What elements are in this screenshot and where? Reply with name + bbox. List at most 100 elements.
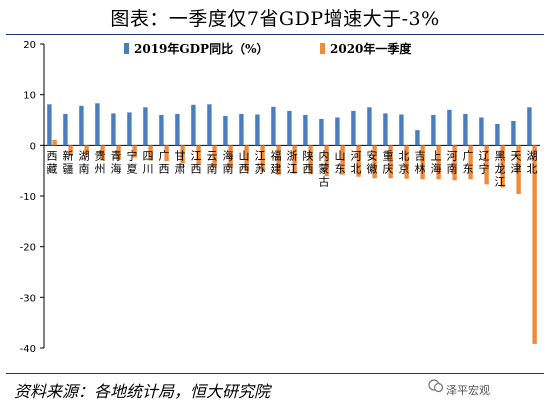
y-tick-label: -10 (20, 192, 36, 203)
category-label: 内蒙古 (319, 148, 330, 188)
category-label: 江苏 (255, 149, 266, 175)
bar-2019-15 (287, 110, 292, 146)
bar-2020q1-1 (68, 145, 73, 156)
category-label: 吉林 (415, 149, 426, 175)
legend-swatch-0 (124, 43, 129, 54)
bar-2020q1-16 (308, 145, 313, 175)
bar-2019-4 (111, 113, 116, 146)
bar-2019-14 (271, 106, 276, 146)
bar-2019-8 (175, 113, 180, 146)
category-label: 辽宁 (479, 149, 490, 175)
bar-2020q1-27 (484, 145, 489, 185)
bar-2020q1-3 (100, 145, 105, 161)
bar-2020q1-12 (244, 145, 249, 172)
source-note: 资料来源：各地统计局，恒大研究院 (14, 382, 271, 401)
bar-2019-17 (319, 118, 324, 146)
y-tick-label: 0 (30, 141, 36, 152)
bar-2019-21 (383, 113, 388, 146)
bar-2019-5 (127, 112, 132, 146)
bar-2020q1-8 (180, 145, 185, 164)
category-label: 海南 (223, 148, 234, 175)
bar-2020q1-19 (356, 145, 361, 177)
bar-2019-13 (255, 114, 260, 146)
y-tick-label: -30 (20, 293, 36, 304)
bar-2019-30 (527, 107, 532, 146)
bar-2019-25 (447, 109, 452, 146)
bar-2020q1-28 (500, 145, 505, 188)
bar-chart: 20 10 0 -10 -20 -30 -40 西藏新疆湖南贵州青海宁夏四川广西甘肃江西云南… (20, 40, 540, 355)
category-label: 广西 (159, 149, 170, 175)
legend-swatch-1 (320, 43, 325, 54)
bar-2019-3 (95, 103, 100, 146)
y-tick-label: -40 (20, 344, 36, 355)
category-label: 陕西 (303, 148, 314, 175)
bar-2019-18 (335, 117, 340, 146)
category-label: 上海 (431, 149, 442, 175)
bar-2020q1-20 (372, 145, 377, 179)
category-label: 山西 (239, 149, 250, 175)
bar-2019-28 (495, 124, 500, 146)
category-label: 广东 (463, 149, 474, 175)
bar-2019-2 (79, 105, 84, 146)
bar-2020q1-21 (388, 145, 393, 179)
bar-2020q1-4 (116, 145, 121, 161)
bar-2020q1-22 (404, 145, 409, 179)
bar-2019-16 (303, 114, 308, 146)
bar-2019-10 (207, 104, 212, 146)
bar-2019-1 (63, 113, 68, 146)
category-label: 湖南 (79, 149, 90, 175)
bar-2019-7 (159, 114, 164, 146)
bar-2019-12 (239, 113, 244, 146)
category-label: 浙江 (287, 149, 298, 175)
bar-2019-0 (47, 104, 52, 146)
category-label: 安徽 (367, 148, 378, 175)
source-divider (6, 373, 544, 374)
legend-label-1: 2020年一季度 (330, 41, 412, 56)
bar-2019-26 (463, 113, 468, 146)
bar-2020q1-30 (532, 145, 537, 344)
category-label: 青海 (111, 149, 122, 175)
bar-2020q1-29 (516, 145, 521, 194)
category-label: 重庆 (383, 148, 394, 175)
category-label: 江西 (191, 149, 202, 175)
category-label: 贵州 (95, 149, 106, 175)
category-label: 黑龙江 (495, 149, 506, 188)
bar-2019-20 (367, 107, 372, 146)
bar-2019-22 (399, 114, 404, 146)
legend: 2019年GDP同比（%） 2020年一季度 (124, 41, 412, 56)
bar-2019-11 (223, 115, 228, 146)
category-label: 天津 (511, 149, 522, 175)
bar-2020q1-6 (148, 145, 153, 161)
category-label: 宁夏 (127, 148, 138, 175)
title-divider (6, 34, 544, 35)
y-tick-label: -20 (20, 243, 36, 254)
category-label: 北京 (399, 149, 410, 175)
bar-2020q1-24 (436, 145, 441, 180)
bar-2019-24 (431, 114, 436, 146)
bar-2020q1-9 (196, 145, 201, 165)
bar-2020q1-13 (260, 145, 265, 172)
category-label: 河南 (447, 149, 458, 175)
bar-2020q1-11 (228, 145, 233, 169)
bar-2019-23 (415, 130, 420, 146)
category-label: 四川 (143, 149, 154, 175)
bar-2020q1-25 (452, 145, 457, 181)
category-label: 湖北 (527, 149, 538, 175)
wechat-icon (428, 379, 444, 393)
bar-2020q1-23 (420, 145, 425, 180)
bars (47, 103, 537, 344)
bar-2020q1-17 (324, 145, 329, 177)
y-tick-label: 10 (23, 91, 36, 102)
bar-2020q1-5 (132, 145, 137, 158)
chart-title: 图表：一季度仅7省GDP增速大于-3% (110, 8, 440, 30)
category-label: 西藏 (47, 149, 58, 175)
category-label: 福建 (271, 148, 282, 175)
bar-2019-9 (191, 104, 196, 146)
bar-2020q1-7 (164, 145, 169, 162)
bar-2020q1-14 (276, 145, 281, 175)
category-label: 山东 (335, 149, 346, 175)
bar-2019-19 (351, 110, 356, 146)
bar-2020q1-0 (52, 139, 57, 146)
bar-2019-29 (511, 121, 516, 146)
bar-2020q1-18 (340, 145, 345, 175)
